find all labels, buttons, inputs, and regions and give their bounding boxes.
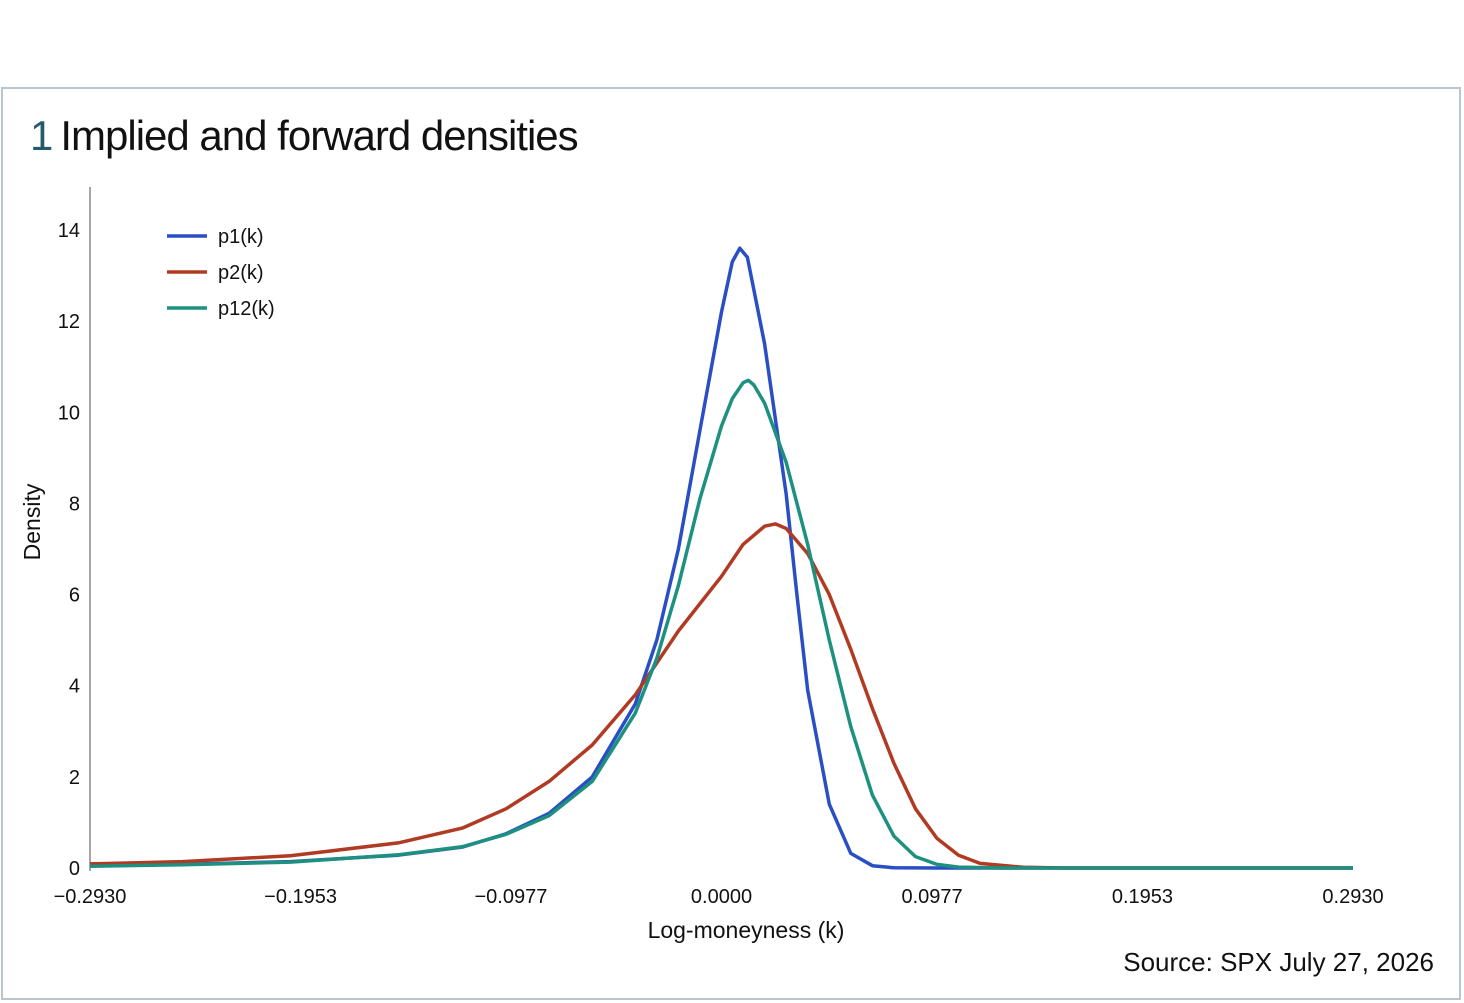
series-line-p12k bbox=[89, 378, 1353, 870]
x-tick-label: −0.0977 bbox=[474, 886, 547, 908]
legend-label: p2(k) bbox=[218, 262, 264, 284]
y-tick-label: 12 bbox=[58, 311, 80, 333]
figure-frame bbox=[1, 87, 1461, 1000]
y-tick-label: 0 bbox=[69, 858, 80, 880]
legend: p1(k) p2(k) p12(k) bbox=[167, 226, 275, 320]
x-tick-label: −0.1953 bbox=[264, 886, 337, 908]
y-tick-label: 10 bbox=[58, 402, 80, 424]
y-tick-label: 6 bbox=[69, 585, 80, 607]
y-tick-label: 14 bbox=[58, 220, 80, 242]
y-tick-label: 8 bbox=[69, 493, 80, 515]
y-axis-label: Density bbox=[19, 483, 45, 560]
figure-title-text: Implied and forward densities bbox=[60, 112, 578, 159]
legend-label: p12(k) bbox=[218, 298, 275, 320]
x-tick-label: 0.2930 bbox=[1322, 886, 1383, 908]
y-tick-label: 4 bbox=[69, 676, 80, 698]
x-tick-labels: −0.2930 −0.1953 −0.0977 0.0000 0.0977 0.1953 0… bbox=[54, 886, 1384, 908]
legend-label: p1(k) bbox=[218, 226, 264, 248]
series-lines bbox=[89, 246, 1353, 870]
x-tick-label: −0.2930 bbox=[54, 886, 127, 908]
x-tick-label: 0.1953 bbox=[1112, 886, 1173, 908]
x-tick-label: 0.0000 bbox=[691, 886, 752, 908]
figure-number: 1 bbox=[30, 112, 53, 159]
source-note: Source: SPX July 27, 2026 bbox=[1123, 947, 1434, 977]
y-tick-label: 2 bbox=[69, 767, 80, 789]
figure-title: 1 Implied and forward densities bbox=[30, 112, 579, 160]
y-tick-labels: 0 2 4 6 8 10 12 14 bbox=[58, 220, 80, 880]
x-axis-label: Log-moneyness (k) bbox=[648, 917, 845, 943]
series-line-p2k bbox=[89, 522, 1353, 870]
series-line-p1k bbox=[89, 246, 1353, 870]
x-tick-label: 0.0977 bbox=[901, 886, 962, 908]
